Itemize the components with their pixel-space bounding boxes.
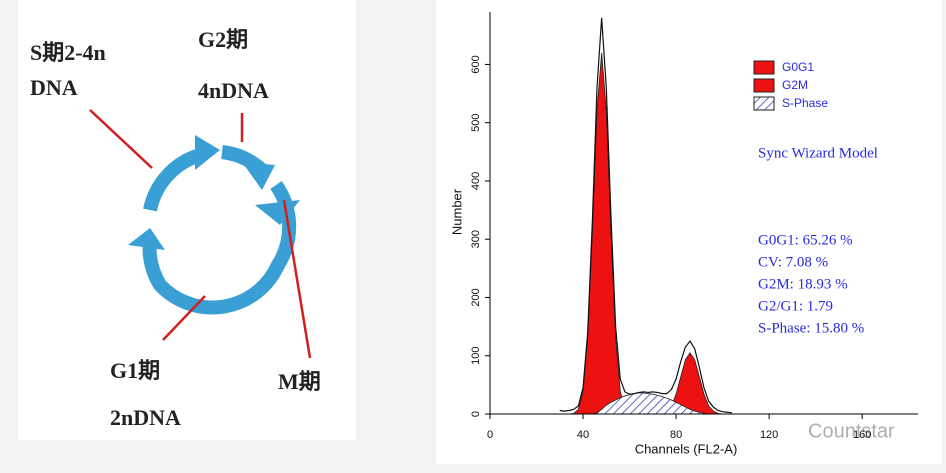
- y-tick-label: 0: [470, 411, 482, 417]
- annotation: G2/G1: 1.79: [758, 298, 833, 314]
- legend-label: S-Phase: [782, 96, 828, 110]
- y-tick-label: 600: [470, 55, 482, 73]
- pointer: [282, 199, 312, 359]
- x-tick-label: 40: [577, 429, 589, 441]
- x-tick-label: 160: [853, 429, 871, 441]
- legend-swatch: [753, 96, 775, 111]
- pointer: [162, 295, 206, 341]
- diagram-label: G2期: [198, 27, 248, 52]
- y-tick-label: 400: [470, 172, 482, 190]
- diagram-label: DNA: [30, 75, 78, 100]
- y-tick-label: 200: [470, 288, 482, 306]
- y-tick-label: 300: [470, 230, 482, 248]
- arrow-head: [255, 200, 300, 225]
- diagram-label: 2nDNA: [110, 405, 181, 430]
- annotation: G2M: 18.93 %: [758, 276, 848, 292]
- legend-label: G2M: [782, 78, 808, 92]
- pointer: [89, 109, 153, 169]
- y-tick-label: 100: [470, 347, 482, 365]
- cycle-arc: [143, 148, 203, 212]
- annotation: CV: 7.08 %: [758, 254, 828, 270]
- legend-swatch: [753, 78, 775, 93]
- diagram-label: G1期: [110, 358, 160, 383]
- data-trace: [559, 17, 732, 414]
- diagram-label: 4nDNA: [198, 78, 269, 103]
- x-axis-label: Channels (FL2-A): [635, 441, 738, 456]
- diagram-panel: [18, 0, 356, 440]
- diagram-label: M期: [278, 369, 321, 394]
- y-axis-label: Number: [449, 188, 464, 235]
- legend-swatch: [753, 60, 775, 75]
- annotation: S-Phase: 15.80 %: [758, 320, 864, 336]
- pointers: [89, 109, 312, 359]
- annotation: G0G1: 65.26 %: [758, 232, 853, 248]
- x-tick-label: 80: [670, 429, 682, 441]
- y-tick-label: 500: [470, 114, 482, 132]
- arrow-head: [128, 228, 165, 250]
- watermark: Countstar: [808, 420, 895, 442]
- annotation: Sync Wizard Model: [758, 145, 878, 161]
- diagram-label: S期2-4n: [30, 40, 106, 65]
- legend-label: G0G1: [782, 60, 814, 74]
- x-tick-label: 120: [760, 429, 778, 441]
- x-tick-label: 0: [487, 429, 493, 441]
- arrow-head: [195, 135, 220, 170]
- arrow-head: [242, 162, 275, 190]
